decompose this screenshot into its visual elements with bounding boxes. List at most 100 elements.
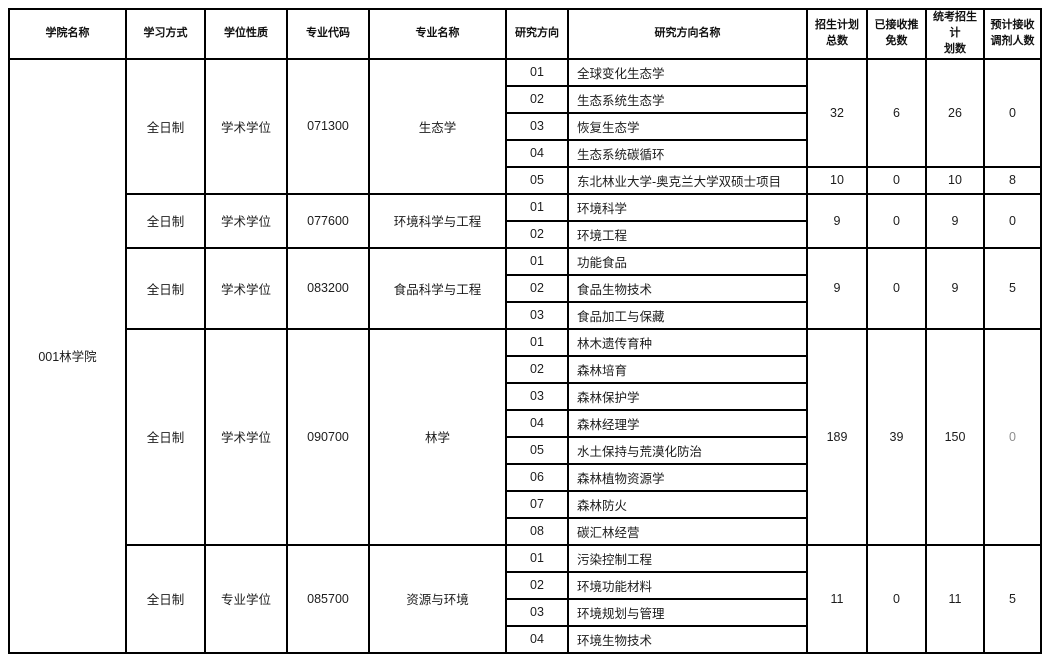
direction-name-cell: 环境规划与管理 <box>567 597 808 627</box>
degree-type-cell: 专业学位 <box>204 543 288 654</box>
table-row: 全日制 学术学位 083200 食品科学与工程 01 功能食品 9 0 9 5 <box>9 246 1042 330</box>
major-name-cell: 林学 <box>368 327 507 546</box>
header-college-name: 学院名称 <box>8 8 127 60</box>
header-plan-total: 招生计划 总数 <box>806 8 868 60</box>
table-row: 02 食品生物技术 <box>9 273 1041 303</box>
table-row: 05 水土保持与荒漠化防治 <box>9 435 1041 465</box>
direction-code-cell: 05 <box>505 165 569 195</box>
major-code-cell: 083200 <box>286 246 370 330</box>
direction-name-cell: 食品生物技术 <box>567 273 808 303</box>
table-body: 001林学院 全日制 学术学位 071300 生态学 01 全球变化生态学 32 6 26 0 02 生… <box>8 57 1042 654</box>
stat-unified-exam-plan-cell: 11 <box>925 543 985 654</box>
table-row: 03 环境规划与管理 <box>9 597 1041 627</box>
stat-exempt-accepted-cell: 6 <box>866 57 927 168</box>
header-direction-name: 研究方向名称 <box>567 8 808 60</box>
stat-plan-total-cell: 11 <box>806 543 868 654</box>
direction-name-cell: 环境生物技术 <box>567 624 808 654</box>
table-row: 03 恢复生态学 <box>9 111 1041 141</box>
direction-code-cell: 02 <box>505 354 569 384</box>
direction-code-cell: 03 <box>505 381 569 411</box>
direction-name-cell: 碳汇林经营 <box>567 516 808 546</box>
stat-transfer-expected-cell: 0 <box>983 327 1042 546</box>
header-degree-type: 学位性质 <box>204 8 288 60</box>
direction-code-cell: 03 <box>505 300 569 330</box>
stat-transfer-expected-cell: 8 <box>983 165 1042 195</box>
major-name-cell: 食品科学与工程 <box>368 246 507 330</box>
direction-code-cell: 05 <box>505 435 569 465</box>
direction-name-cell: 水土保持与荒漠化防治 <box>567 435 808 465</box>
direction-name-cell: 食品加工与保藏 <box>567 300 808 330</box>
stat-exempt-accepted-cell: 0 <box>866 165 927 195</box>
stat-transfer-expected-cell: 5 <box>983 246 1042 330</box>
table-row: 001林学院 全日制 学术学位 071300 生态学 01 全球变化生态学 32 6 26 0 <box>8 57 1042 654</box>
major-code-cell: 090700 <box>286 327 370 546</box>
stat-plan-total-cell: 9 <box>806 192 868 249</box>
study-mode-cell: 全日制 <box>125 192 206 249</box>
table-row: 02 环境工程 <box>9 219 1041 249</box>
stat-unified-exam-plan-cell: 9 <box>925 192 985 249</box>
study-mode-cell: 全日制 <box>125 327 206 546</box>
direction-name-cell: 环境科学 <box>567 192 808 222</box>
direction-code-cell: 04 <box>505 408 569 438</box>
table-row: 03 森林保护学 <box>9 381 1041 411</box>
table-row: 全日制 学术学位 077600 环境科学与工程 01 环境科学 9 0 9 0 <box>9 192 1042 249</box>
stat-plan-total-cell: 189 <box>806 327 868 546</box>
table-row: 04 森林经理学 <box>9 408 1041 438</box>
direction-code-cell: 04 <box>505 138 569 168</box>
stat-transfer-expected-cell: 0 <box>983 192 1042 249</box>
table-header-row: 学院名称 学习方式 学位性质 专业代码 专业名称 研究方向 研究方向名称 招生计… <box>8 8 1042 60</box>
degree-type-cell: 学术学位 <box>204 57 288 195</box>
stat-transfer-expected-cell: 5 <box>983 543 1042 654</box>
direction-name-cell: 生态系统生态学 <box>567 84 808 114</box>
table-row: 07 森林防火 <box>9 489 1041 519</box>
table-row: 05 东北林业大学-奥克兰大学双硕士项目 10 0 10 8 <box>9 165 1042 195</box>
direction-code-cell: 03 <box>505 111 569 141</box>
direction-name-cell: 恢复生态学 <box>567 111 808 141</box>
stat-unified-exam-plan-cell: 9 <box>925 246 985 330</box>
college-name-cell: 001林学院 <box>8 57 127 654</box>
direction-code-cell: 01 <box>505 192 569 222</box>
direction-name-cell: 林木遗传育种 <box>567 327 808 357</box>
stat-exempt-accepted-cell: 0 <box>866 192 927 249</box>
degree-type-cell: 学术学位 <box>204 327 288 546</box>
direction-code-cell: 01 <box>505 246 569 276</box>
study-mode-cell: 全日制 <box>125 246 206 330</box>
direction-name-cell: 森林保护学 <box>567 381 808 411</box>
direction-name-cell: 森林植物资源学 <box>567 462 808 492</box>
direction-code-cell: 01 <box>505 57 569 87</box>
header-transfer-expected: 预计接收 调剂人数 <box>983 8 1042 60</box>
direction-name-cell: 东北林业大学-奥克兰大学双硕士项目 <box>567 165 808 195</box>
stat-plan-total-cell: 10 <box>806 165 868 195</box>
direction-code-cell: 07 <box>505 489 569 519</box>
direction-name-cell: 环境工程 <box>567 219 808 249</box>
header-direction-code: 研究方向 <box>505 8 569 60</box>
major-name-cell: 生态学 <box>368 57 507 195</box>
direction-code-cell: 01 <box>505 327 569 357</box>
table-row: 08 碳汇林经营 <box>9 516 1041 546</box>
table-row: 04 环境生物技术 <box>9 624 1041 654</box>
direction-code-cell: 02 <box>505 273 569 303</box>
direction-name-cell: 功能食品 <box>567 246 808 276</box>
major-name-cell: 环境科学与工程 <box>368 192 507 249</box>
direction-name-cell: 全球变化生态学 <box>567 57 808 87</box>
stat-exempt-accepted-cell: 0 <box>866 246 927 330</box>
direction-code-cell: 02 <box>505 219 569 249</box>
direction-name-cell: 森林防火 <box>567 489 808 519</box>
degree-type-cell: 学术学位 <box>204 246 288 330</box>
direction-name-cell: 环境功能材料 <box>567 570 808 600</box>
table-row: 04 生态系统碳循环 <box>9 138 1041 168</box>
table-row: 02 森林培育 <box>9 354 1041 384</box>
direction-code-cell: 06 <box>505 462 569 492</box>
table-row: 03 食品加工与保藏 <box>9 300 1041 330</box>
admissions-plan-table: 学院名称 学习方式 学位性质 专业代码 专业名称 研究方向 研究方向名称 招生计… <box>8 8 1042 654</box>
table-row: 02 生态系统生态学 <box>9 84 1041 114</box>
header-study-mode: 学习方式 <box>125 8 206 60</box>
direction-name-cell: 森林经理学 <box>567 408 808 438</box>
header-major-code: 专业代码 <box>286 8 370 60</box>
header-major-name: 专业名称 <box>368 8 507 60</box>
stat-unified-exam-plan-cell: 26 <box>925 57 985 168</box>
header-unified-exam-plan: 统考招生计 划数 <box>925 8 985 60</box>
major-code-cell: 077600 <box>286 192 370 249</box>
study-mode-cell: 全日制 <box>125 57 206 195</box>
